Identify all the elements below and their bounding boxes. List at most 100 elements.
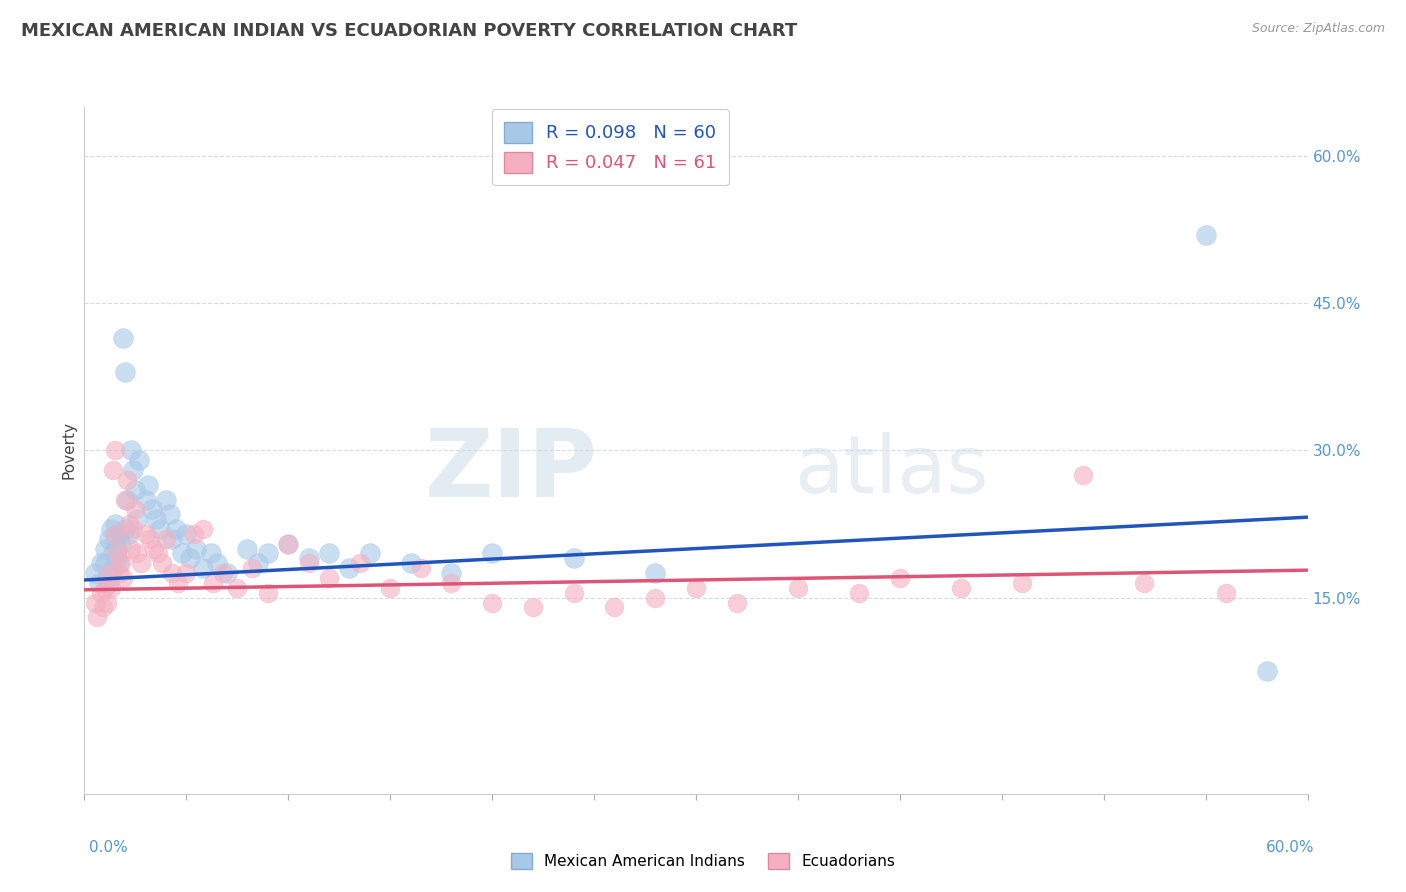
Point [83,596,105,610]
Point [142,541,165,556]
Point [201,576,224,591]
Point [118,517,141,532]
Point [1073,467,1095,482]
Point [128,453,150,467]
Point [186,541,208,556]
Point [96,571,118,585]
Point [183,526,205,541]
Point [120,541,142,556]
Point [481,596,503,610]
Legend: R = 0.098   N = 60, R = 0.047   N = 61: R = 0.098 N = 60, R = 0.047 N = 61 [492,109,728,186]
Point [93,581,117,595]
Point [108,526,131,541]
Point [603,600,626,615]
Point [100,522,122,536]
Point [115,473,138,487]
Point [277,536,299,550]
Point [131,557,153,571]
Point [91,600,114,615]
Point [298,557,321,571]
Point [122,463,145,477]
Text: Source: ZipAtlas.com: Source: ZipAtlas.com [1251,22,1385,36]
Point [440,566,463,581]
Point [135,526,157,541]
Point [115,492,138,507]
Point [86,610,108,624]
Point [127,512,149,526]
Point [277,536,299,550]
Point [104,526,127,541]
Point [87,576,110,591]
Point [138,532,160,546]
Point [124,502,146,516]
Point [122,522,145,536]
Point [685,581,707,595]
Point [97,576,120,591]
Point [1256,664,1278,679]
Point [146,546,169,561]
Point [127,546,149,561]
Point [104,443,127,458]
Point [101,561,124,575]
Point [124,483,146,497]
Point [104,532,127,546]
Point [105,546,128,561]
Point [1215,586,1237,600]
Point [110,536,132,550]
Point [104,517,127,532]
Point [236,541,259,556]
Point [380,581,402,595]
Text: ZIP: ZIP [425,425,598,517]
Point [787,581,810,595]
Point [562,551,585,566]
Point [90,557,112,571]
Point [481,546,503,561]
Point [399,557,422,571]
Point [112,571,135,585]
Point [110,557,132,571]
Point [440,576,463,591]
Point [136,478,159,492]
Point [149,522,172,536]
Point [160,566,183,581]
Point [339,561,361,575]
Point [257,586,280,600]
Point [318,546,340,561]
Point [93,541,117,556]
Point [160,532,183,546]
Legend: Mexican American Indians, Ecuadorians: Mexican American Indians, Ecuadorians [505,847,901,875]
Point [644,566,666,581]
Text: MEXICAN AMERICAN INDIAN VS ECUADORIAN POVERTY CORRELATION CHART: MEXICAN AMERICAN INDIAN VS ECUADORIAN PO… [21,22,797,40]
Point [101,463,124,477]
Point [165,522,187,536]
Point [200,546,222,561]
Point [644,591,666,605]
Point [167,576,190,591]
Point [240,561,263,575]
Point [889,571,911,585]
Point [212,566,235,581]
Point [176,566,198,581]
Point [226,581,249,595]
Point [114,492,136,507]
Point [93,557,117,571]
Point [1011,576,1033,591]
Point [359,546,381,561]
Point [114,365,136,379]
Point [118,526,141,541]
Point [950,581,973,595]
Point [97,532,120,546]
Point [105,541,128,556]
Point [97,566,120,581]
Point [155,532,177,546]
Y-axis label: Poverty: Poverty [60,421,76,480]
Point [112,331,135,345]
Point [96,596,118,610]
Point [191,522,214,536]
Point [725,596,748,610]
Point [191,561,214,575]
Point [159,507,181,521]
Point [145,512,167,526]
Point [1133,576,1156,591]
Point [562,586,585,600]
